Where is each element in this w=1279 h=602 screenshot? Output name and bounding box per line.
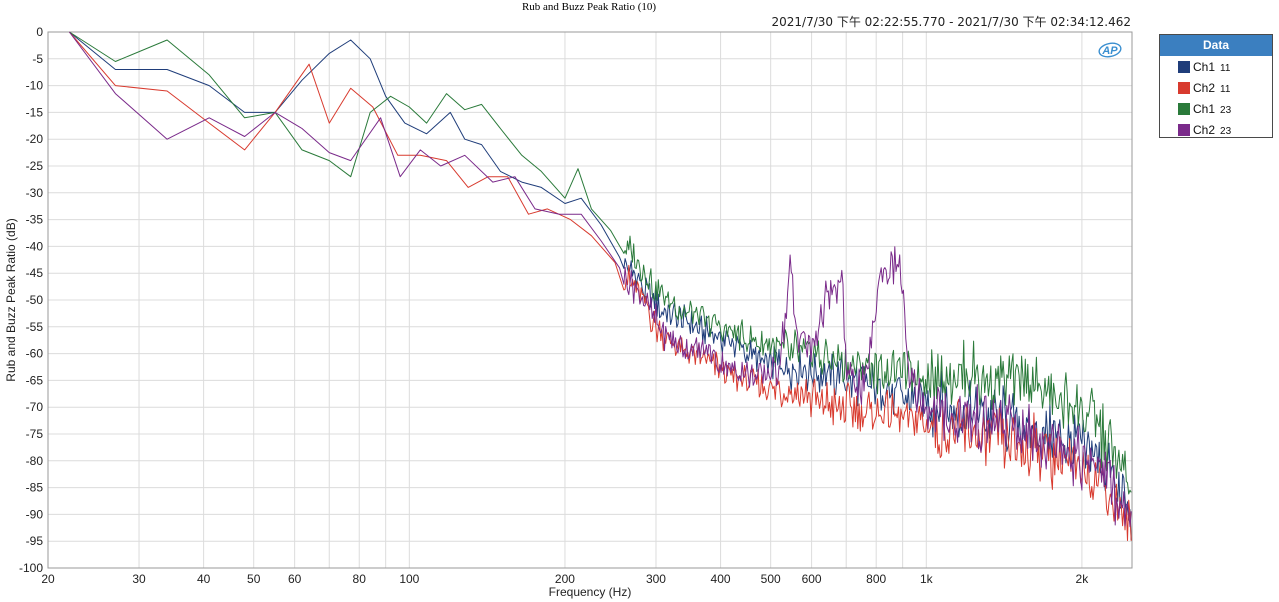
y-tick-label: -40 xyxy=(26,239,44,253)
x-tick-label: 500 xyxy=(761,572,781,586)
y-tick-label: -80 xyxy=(26,454,44,468)
legend-label: Ch2 xyxy=(1193,122,1216,137)
x-tick-label: 400 xyxy=(711,572,731,586)
y-tick-label: -20 xyxy=(26,132,44,146)
y-tick-label: -90 xyxy=(26,507,44,521)
legend-item[interactable]: Ch2 23 xyxy=(1160,119,1272,140)
y-axis-ticks: 0 -5 -10 -15 -20 -25 -30 -35 -40 -45 -50 -55 -60 -65 -… xyxy=(19,25,43,575)
x-tick-label: 60 xyxy=(288,572,302,586)
legend-item[interactable]: Ch1 11 xyxy=(1160,56,1272,77)
legend-sublabel: 11 xyxy=(1220,63,1231,74)
legend-label: Ch1 xyxy=(1193,59,1216,74)
grid xyxy=(47,31,1132,569)
series-line-1 xyxy=(69,31,1132,541)
legend-label: Ch1 xyxy=(1193,101,1216,116)
x-tick-label: 100 xyxy=(399,572,419,586)
legend-sublabel: 11 xyxy=(1220,84,1231,95)
legend-swatch xyxy=(1178,60,1190,73)
legend-sublabel: 23 xyxy=(1220,126,1232,137)
legend-swatch xyxy=(1178,81,1190,94)
x-tick-label: 80 xyxy=(353,572,367,586)
y-tick-label: -45 xyxy=(26,266,44,280)
ap-logo-icon: AP xyxy=(1097,41,1123,59)
legend-label: Ch2 xyxy=(1193,80,1216,95)
y-tick-label: -100 xyxy=(19,561,43,575)
timestamp-range: 2021/7/30 下午 02:22:55.770 - 2021/7/30 下午… xyxy=(771,15,1131,29)
y-tick-label: -50 xyxy=(26,293,44,307)
x-axis-label: Frequency (Hz) xyxy=(549,585,632,599)
y-tick-label: 0 xyxy=(36,25,43,39)
legend-header: Data xyxy=(1160,35,1272,56)
legend-swatch xyxy=(1178,123,1190,136)
ap-logo-text: AP xyxy=(1101,45,1118,57)
legend: Data Ch1 11 Ch2 11 Ch1 23 Ch2 23 xyxy=(1159,34,1273,138)
y-tick-label: -15 xyxy=(26,105,44,119)
y-tick-label: -55 xyxy=(26,320,44,334)
y-tick-label: -70 xyxy=(26,400,44,414)
y-tick-label: -65 xyxy=(26,373,44,387)
x-tick-label: 800 xyxy=(866,572,886,586)
legend-sublabel: 23 xyxy=(1220,105,1232,116)
x-axis-ticks: 20 30 40 50 60 80 100 200 300 400 500 600 800 1k 2k xyxy=(41,572,1089,586)
y-tick-label: -60 xyxy=(26,347,44,361)
y-tick-label: -95 xyxy=(26,534,44,548)
x-tick-label: 2k xyxy=(1076,572,1090,586)
x-tick-label: 300 xyxy=(646,572,666,586)
y-tick-label: -30 xyxy=(26,186,44,200)
x-tick-label: 600 xyxy=(802,572,822,586)
series-line-4 xyxy=(68,31,1132,528)
y-tick-label: -25 xyxy=(26,159,44,173)
legend-item[interactable]: Ch1 23 xyxy=(1160,98,1272,119)
series-group xyxy=(68,31,1132,541)
y-tick-label: -75 xyxy=(26,427,44,441)
x-tick-label: 50 xyxy=(247,572,261,586)
y-tick-label: -10 xyxy=(26,79,44,93)
y-axis-label: Rub and Buzz Peak Ratio (dB) xyxy=(4,218,18,381)
x-tick-label: 1k xyxy=(920,572,934,586)
y-tick-label: -5 xyxy=(32,52,43,66)
legend-item[interactable]: Ch2 11 xyxy=(1160,77,1272,98)
legend-swatch xyxy=(1178,102,1190,115)
x-tick-label: 30 xyxy=(132,572,146,586)
x-tick-label: 40 xyxy=(197,572,211,586)
series-line-2 xyxy=(69,31,1132,541)
chart-title: Rub and Buzz Peak Ratio (10) xyxy=(522,1,656,13)
x-tick-label: 20 xyxy=(41,572,55,586)
y-tick-label: -35 xyxy=(26,213,44,227)
plot-area[interactable] xyxy=(47,31,1133,569)
y-tick-label: -85 xyxy=(26,481,44,495)
x-tick-label: 200 xyxy=(555,572,575,586)
